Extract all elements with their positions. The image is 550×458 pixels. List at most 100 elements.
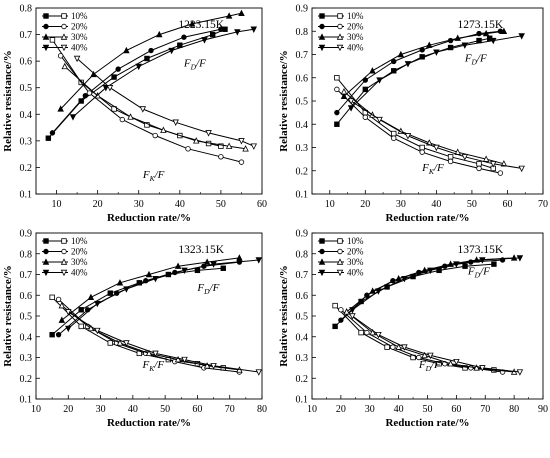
- data-point-40%-fk: [172, 119, 179, 126]
- x-tick-label: 80: [509, 404, 519, 415]
- data-point-40%-fd: [427, 267, 434, 275]
- y-tick-label: 0.4: [20, 332, 33, 343]
- data-point-40%-fd: [181, 267, 188, 275]
- data-point-30%-fd: [369, 67, 376, 74]
- y-tick-label: 0.6: [20, 57, 33, 68]
- curve-annotation-2: FD/F: [418, 359, 441, 373]
- y-tick-label: 0.3: [20, 353, 33, 364]
- legend-marker-filled: [42, 269, 50, 277]
- x-tick-label: 20: [360, 199, 370, 210]
- legend-marker-filled: [319, 248, 325, 255]
- data-point-20%-fd: [218, 26, 224, 32]
- data-point-20%-fd: [49, 130, 56, 136]
- data-point-30%-fd: [58, 316, 66, 323]
- data-point-40%-fd: [168, 47, 175, 55]
- annotation-suffix: /F: [476, 52, 487, 64]
- data-point-40%-fk: [255, 369, 263, 376]
- y-tick-label: 0.3: [296, 143, 309, 154]
- data-point-20%-fk: [391, 135, 397, 141]
- data-point-20%-fd: [391, 58, 397, 65]
- legend-marker-open: [60, 33, 68, 40]
- chart-panel-4: 10 20 30 40 50 60 70 80 90 0.1 0.2 0.3 0.4 0.5 0.6 0.7 0…: [278, 229, 548, 430]
- series-line-40%-fd: [72, 28, 254, 118]
- y-tick-label: 0.1: [296, 395, 309, 406]
- y-tick-label: 0.5: [296, 312, 309, 323]
- data-point-40%-fd: [69, 114, 77, 121]
- data-point-40%-fd: [349, 307, 356, 314]
- series-line-20%-fk: [336, 89, 501, 174]
- data-point-20%-fk: [55, 296, 62, 303]
- data-point-30%-fd: [482, 29, 490, 37]
- legend-entry-1: 10%: [347, 11, 364, 21]
- legend-marker-open: [337, 23, 343, 30]
- data-point-10%-fd: [107, 290, 113, 296]
- annotation-subscript: D: [425, 364, 432, 373]
- annotation-main: F: [421, 162, 429, 174]
- data-point-10%-fd: [362, 86, 369, 93]
- y-tick-label: 0.4: [296, 120, 309, 131]
- data-point-20%-fk: [238, 159, 245, 165]
- annotation-suffix: /F: [430, 359, 441, 371]
- y-tick-label: 0.5: [20, 83, 33, 94]
- legend-marker-open: [336, 269, 344, 277]
- data-point-20%-fk: [185, 146, 191, 152]
- plot-frame: [35, 7, 263, 195]
- y-tick-label: 0.1: [20, 190, 33, 201]
- series-line-20%-fd: [52, 28, 222, 134]
- data-point-40%-fd: [433, 49, 440, 56]
- data-point-40%-fk: [123, 340, 130, 347]
- x-tick-label: 60: [451, 404, 461, 415]
- curve-annotation-2: FK/F: [142, 359, 165, 373]
- x-tick-label: 70: [225, 404, 235, 415]
- data-point-40%-fk: [347, 98, 355, 105]
- data-point-30%-fk: [145, 349, 153, 357]
- annotation-subscript: K: [148, 364, 155, 373]
- legend-entry-4: 40%: [71, 268, 88, 278]
- legend-marker-filled: [319, 23, 325, 30]
- data-point-10%-fd: [462, 263, 468, 269]
- data-point-40%-fd: [479, 257, 486, 264]
- data-point-20%-fd: [82, 92, 89, 99]
- x-axis-title: Reduction rate/%: [107, 212, 191, 224]
- x-tick-label: 50: [423, 404, 433, 415]
- y-tick-label: 0.6: [296, 73, 309, 84]
- plot-frame: [35, 232, 263, 400]
- data-point-20%-fd: [334, 109, 340, 116]
- data-point-10%-fk: [391, 130, 397, 137]
- data-point-30%-fk: [343, 308, 350, 315]
- data-point-40%-fk: [73, 55, 81, 63]
- x-tick-label: 50: [160, 404, 170, 415]
- legend-marker-open: [337, 248, 343, 255]
- data-point-30%-fk: [395, 343, 402, 350]
- legend-marker-filled: [42, 258, 50, 265]
- series-line-30%-fk: [61, 305, 240, 371]
- legend-marker-filled: [318, 269, 326, 277]
- data-point-40%-fd: [489, 37, 497, 45]
- y-tick-label: 0.8: [20, 4, 33, 15]
- data-point-30%-fd: [87, 293, 95, 301]
- data-point-20%-fk: [447, 158, 454, 165]
- curve-annotation-1: FD/F: [464, 52, 487, 66]
- legend-marker-open: [61, 248, 67, 255]
- data-point-20%-fk: [334, 86, 340, 93]
- data-point-40%-fd: [461, 42, 469, 49]
- x-tick-label: 30: [396, 199, 406, 210]
- data-point-40%-fd: [201, 37, 208, 44]
- data-point-30%-fd: [156, 30, 163, 38]
- legend-marker-open: [336, 44, 344, 52]
- legend-marker-filled: [318, 33, 326, 40]
- x-tick-label: 30: [96, 404, 106, 415]
- legend-marker-open: [60, 258, 68, 265]
- series-line-10%-fd: [51, 267, 224, 336]
- data-point-40%-fk: [376, 116, 383, 124]
- x-tick-label: 20: [63, 404, 73, 415]
- legend-entry-2: 20%: [347, 22, 364, 32]
- data-point-10%-fd: [447, 44, 454, 51]
- data-point-40%-fk: [375, 331, 382, 339]
- legend-marker-filled: [43, 238, 49, 244]
- x-tick-label: 20: [336, 404, 346, 415]
- annotation-subscript: K: [428, 167, 435, 176]
- legend-marker-filled: [318, 44, 326, 52]
- curve-annotation-1: FD/F: [183, 57, 206, 71]
